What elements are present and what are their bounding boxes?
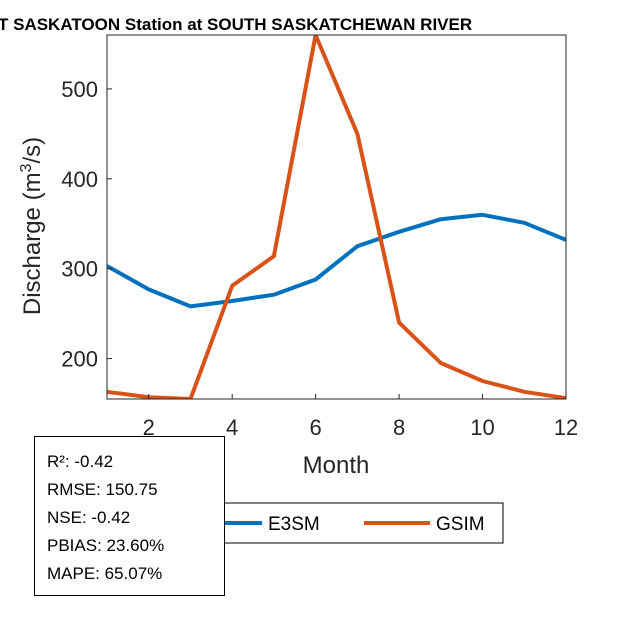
x-tick-label: 10 — [470, 415, 494, 440]
x-tick-label: 4 — [226, 415, 238, 440]
legend-label-gsim: GSIM — [436, 514, 485, 535]
stats-box: R²: -0.42 RMSE: 150.75 NSE: -0.42 PBIAS:… — [34, 436, 225, 596]
y-tick-label: 200 — [61, 347, 98, 372]
plot-area — [107, 35, 566, 399]
y-axis-label: Discharge (m3/s) — [18, 137, 46, 315]
stat-rmse: RMSE: 150.75 — [47, 480, 158, 499]
series-line-e3sm — [107, 212, 566, 309]
y-tick-label: 500 — [61, 77, 98, 102]
x-tick-label: 6 — [310, 415, 322, 440]
axes-box — [106, 34, 567, 400]
legend-label-e3sm: E3SM — [268, 514, 320, 535]
legend: E3SM GSIM — [212, 502, 504, 544]
x-tick-label: 12 — [554, 415, 578, 440]
stat-pbias: PBIAS: 23.60% — [47, 536, 165, 555]
stat-mape: MAPE: 65.07% — [47, 564, 163, 583]
chart-title: T SASKATOON Station at SOUTH SASKATCHEWA… — [0, 15, 472, 34]
stat-r2: R²: -0.42 — [47, 452, 114, 471]
x-tick-label: 2 — [143, 415, 155, 440]
x-axis-ticks: 2 4 6 8 10 12 — [143, 394, 578, 440]
x-axis-label: Month — [303, 452, 370, 479]
y-tick-label: 400 — [61, 167, 98, 192]
x-tick-label: 8 — [393, 415, 405, 440]
y-tick-label: 300 — [61, 257, 98, 282]
stat-nse: NSE: -0.42 — [47, 508, 131, 527]
y-axis-ticks: 200 300 400 500 — [61, 77, 112, 372]
